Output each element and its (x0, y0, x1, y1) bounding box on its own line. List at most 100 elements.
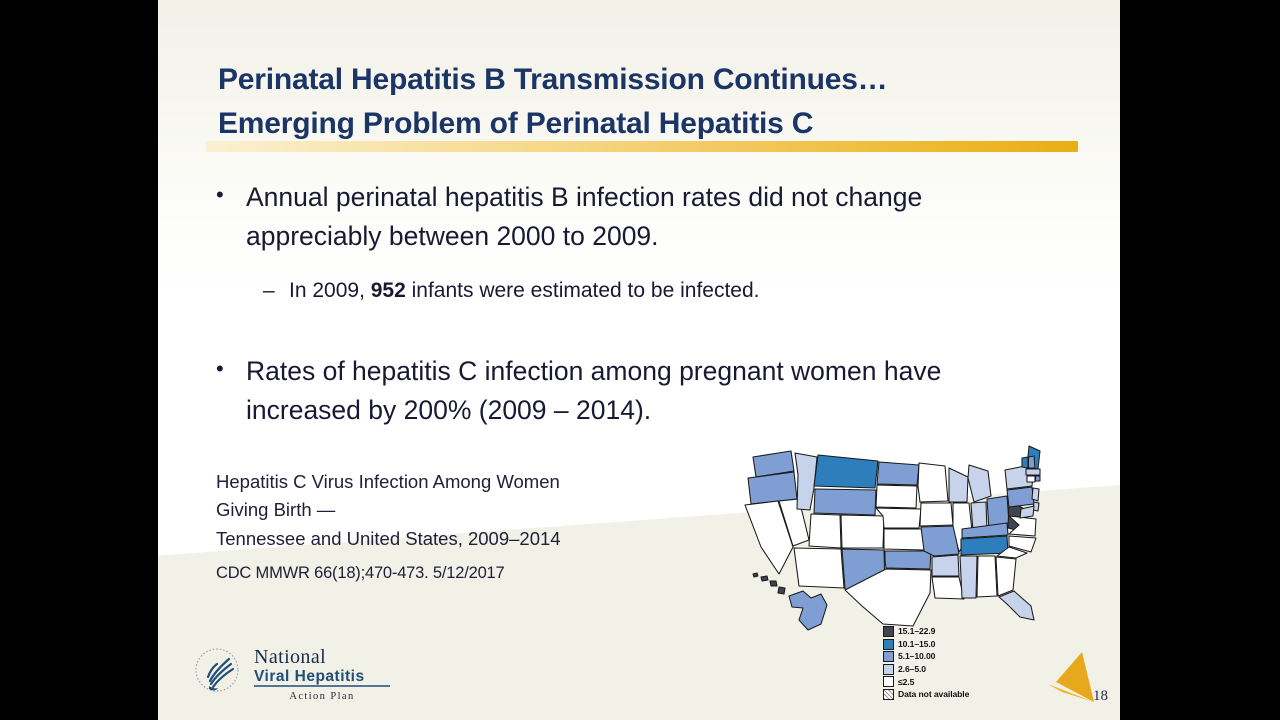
state-OK (884, 550, 932, 570)
state-AZ (793, 547, 845, 589)
state-HI (760, 575, 769, 582)
state-AL (976, 555, 998, 598)
legend-swatch (883, 626, 894, 637)
state-FL (998, 590, 1035, 621)
state-NH (1027, 455, 1036, 469)
map-states (744, 445, 1041, 631)
state-AR (931, 554, 960, 577)
state-NJ (1031, 487, 1040, 502)
state-HI (769, 580, 778, 587)
title-line-1: Perinatal Hepatitis B Transmission Conti… (218, 63, 888, 97)
state-HI (752, 572, 759, 578)
legend-item: 10.1–15.0 (883, 638, 1058, 650)
title-line-2: Emerging Problem of Perinatal Hepatitis … (218, 107, 814, 141)
state-SD (875, 484, 918, 509)
legend-swatch (883, 663, 894, 675)
state-ID (794, 452, 818, 511)
legend-item: 5.1–10.00 (883, 651, 1058, 663)
citation-line-1: Hepatitis C Virus Infection Among Women (216, 471, 560, 492)
sub-bullet-emphasis: 952 (370, 279, 406, 302)
state-AK (788, 590, 828, 631)
state-SC (996, 546, 1028, 559)
bullet-text-1: Annual perinatal hepatitis B infection r… (246, 182, 923, 252)
state-NC (1008, 535, 1037, 553)
sub-bullet-item: – In 2009, 952 infants were estimated to… (263, 276, 1023, 305)
map-legend: 15.1–22.9 10.1–15.0 5.1–10.00 2.6–5.0 ≤2… (883, 626, 1058, 702)
map-svg: .st{stroke:#1a1a1a;stroke-width:2.1;stro… (744, 445, 1041, 631)
chevron-lower-icon (1048, 684, 1094, 702)
hhs-bird-icon (206, 657, 235, 689)
state-CT (1026, 475, 1036, 483)
hhs-foot-icon (209, 686, 218, 691)
state-MS (959, 555, 978, 599)
state-NE (875, 507, 922, 529)
legend-label: 15.1–22.9 (898, 626, 936, 637)
hhs-circle-icon (195, 648, 239, 692)
state-UT (808, 513, 842, 549)
state-LA (931, 576, 965, 600)
title-divider-rule (206, 141, 1078, 152)
sub-bullet-suffix: infants were estimated to be infected. (405, 279, 760, 302)
state-KY (961, 522, 1009, 539)
state-MO (920, 525, 960, 557)
state-IA (919, 502, 954, 527)
state-CO (840, 514, 885, 549)
legend-label: 2.6–5.0 (898, 663, 926, 674)
state-OR (747, 471, 798, 505)
legend-label: 5.1–10.00 (898, 651, 936, 662)
state-MA (1025, 468, 1041, 476)
state-WY (813, 488, 877, 516)
citation-line-3: Tennessee and United States, 2009–2014 (216, 527, 561, 549)
state-RI (1034, 475, 1041, 482)
logo-line-3: Action Plan (289, 691, 354, 702)
state-MD (1019, 505, 1035, 519)
citation-line-2: Giving Birth — (216, 499, 336, 521)
slide-title: Perinatal Hepatitis B Transmission Conti… (218, 58, 1098, 146)
state-TN (960, 535, 1009, 556)
bullet-text-2: Rates of hepatitis C infection among pre… (246, 356, 942, 426)
citation-block: Hepatitis C Virus Infection Among Women … (216, 468, 686, 587)
state-PA (1006, 486, 1035, 508)
logo-line-1: National (254, 646, 326, 668)
logo-line-2: Viral Hepatitis (254, 668, 365, 685)
legend-swatch (883, 638, 894, 650)
citation-source: CDC MMWR 66(18);470-473. 5/12/2017 (216, 564, 505, 583)
letterbox-right (1120, 0, 1280, 720)
legend-label: ≤2.5 (898, 676, 915, 687)
legend-swatch (883, 651, 894, 663)
page-number: 18 (1093, 688, 1108, 704)
corner-chevron-graphic (1048, 648, 1120, 710)
legend-item: Data not available (883, 688, 1058, 700)
legend-item: 15.1–22.9 (883, 626, 1058, 637)
state-MT (813, 454, 879, 489)
state-VT (1021, 456, 1029, 469)
sub-bullet-prefix: In 2009, (289, 279, 371, 302)
legend-item: 2.6–5.0 (883, 663, 1058, 675)
state-KS (883, 528, 926, 551)
state-HI (777, 586, 786, 595)
state-WA (752, 450, 795, 478)
state-WI (948, 467, 969, 503)
state-MI (967, 464, 992, 503)
legend-label: 10.1–15.0 (898, 638, 936, 649)
chevron-svg (1048, 652, 1094, 702)
legend-swatch (883, 676, 894, 688)
state-GA (995, 556, 1017, 597)
legend-label: Data not available (898, 689, 970, 700)
state-CA (744, 500, 794, 575)
sub-bullet-text: In 2009, 952 infants were estimated to b… (289, 276, 759, 305)
chevron-upper-icon (1056, 652, 1094, 702)
nvhap-logo: National Viral Hepatitis Action Plan (190, 640, 400, 702)
bullet-item-2: • Rates of hepatitis C infection among p… (216, 352, 1016, 430)
sub-bullet-dash-icon: – (263, 279, 275, 302)
logo-svg: National Viral Hepatitis Action Plan (195, 646, 390, 702)
us-choropleth-map: .st{stroke:#1a1a1a;stroke-width:2.1;stro… (733, 440, 1043, 635)
bullet-item-1: • Annual perinatal hepatitis B infection… (216, 178, 1016, 256)
state-VA (1008, 515, 1037, 537)
bullet-marker-icon: • (216, 356, 224, 381)
state-TX (844, 568, 932, 627)
bullet-marker-icon: • (216, 182, 224, 207)
state-MN (917, 462, 949, 503)
letterbox-left (0, 0, 158, 720)
